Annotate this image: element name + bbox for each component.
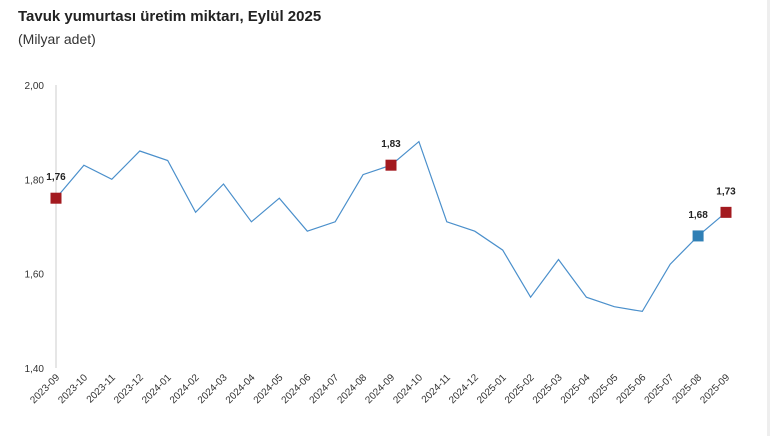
page-edge-divider [767, 0, 770, 436]
x-tick-label: 2025-08 [670, 372, 704, 406]
x-tick-label: 2023-09 [28, 372, 62, 406]
x-tick-label: 2024-07 [308, 372, 342, 406]
y-tick-label: 1,40 [25, 364, 45, 375]
highlight-marker [720, 206, 732, 218]
x-tick-label: 2023-12 [112, 372, 146, 406]
x-tick-label: 2024-09 [363, 372, 397, 406]
data-label: 1,83 [381, 139, 401, 150]
chart-subtitle: (Milyar adet) [18, 31, 96, 47]
x-tick-label: 2024-06 [280, 372, 314, 406]
highlight-marker [50, 192, 62, 204]
x-tick-label: 2024-02 [168, 372, 202, 406]
y-tick-label: 2,00 [25, 81, 45, 92]
x-tick-label: 2023-10 [56, 372, 90, 406]
x-tick-label: 2024-04 [224, 372, 258, 406]
x-tick-label: 2025-09 [698, 372, 732, 406]
y-tick-label: 1,80 [25, 175, 45, 186]
x-tick-label: 2024-01 [140, 372, 174, 406]
x-tick-label: 2025-05 [587, 372, 621, 406]
y-tick-label: 1,60 [25, 270, 45, 281]
x-tick-label: 2025-02 [503, 372, 537, 406]
data-label: 1,68 [688, 210, 708, 221]
chart-title: Tavuk yumurtası üretim miktarı, Eylül 20… [18, 8, 322, 25]
x-tick-label: 2024-03 [196, 372, 230, 406]
x-tick-label: 2025-07 [643, 372, 677, 406]
x-tick-label: 2024-12 [447, 372, 481, 406]
x-tick-label: 2025-01 [475, 372, 509, 406]
highlight-marker [692, 230, 704, 242]
x-tick-label: 2024-05 [252, 372, 286, 406]
x-tick-label: 2025-04 [559, 372, 593, 406]
highlight-marker [385, 159, 397, 171]
x-tick-label: 2024-08 [335, 372, 369, 406]
data-label: 1,73 [716, 186, 736, 197]
x-tick-label: 2025-06 [615, 372, 649, 406]
x-tick-label: 2025-03 [531, 372, 565, 406]
data-label: 1,76 [46, 172, 66, 183]
x-tick-label: 2024-10 [391, 372, 425, 406]
